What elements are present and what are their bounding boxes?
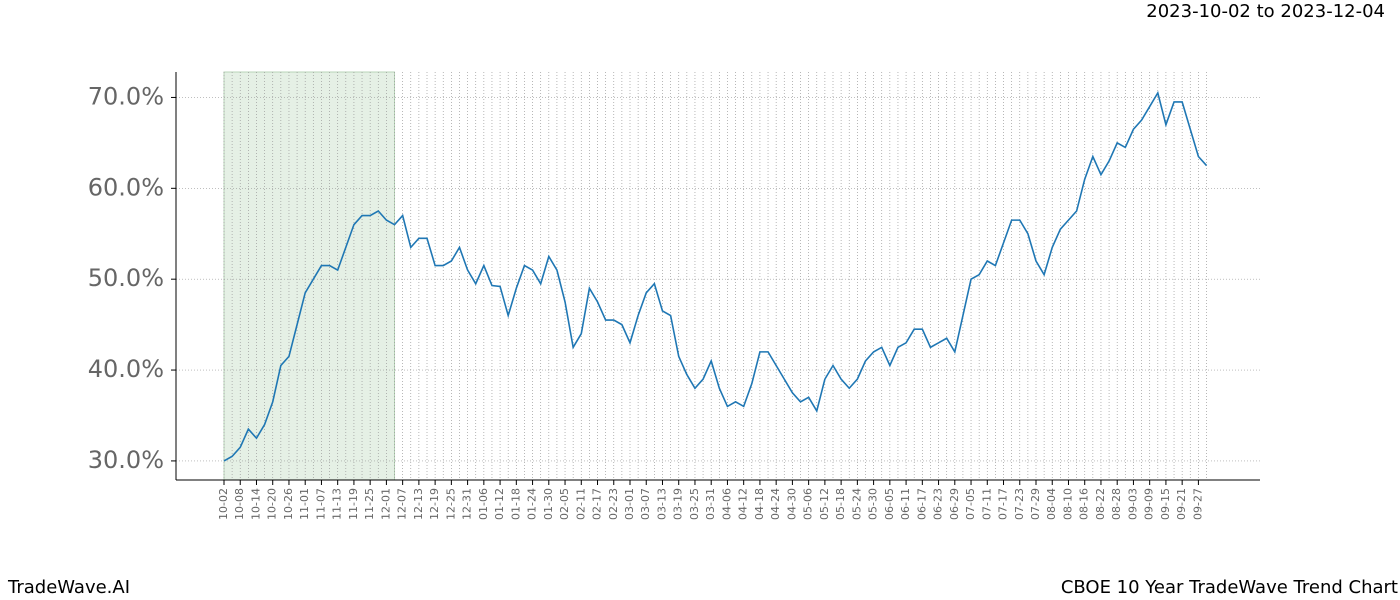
- x-tick-label: 09-03: [1126, 488, 1139, 520]
- y-tick-label: 40.0%: [88, 355, 164, 383]
- x-tick-label: 08-04: [1045, 488, 1058, 520]
- x-tick-label: 10-20: [266, 488, 279, 520]
- x-tick-label: 04-12: [737, 488, 750, 520]
- x-tick-label: 03-25: [688, 488, 701, 520]
- x-tick-label: 12-13: [412, 488, 425, 520]
- x-tick-label: 11-07: [314, 488, 327, 520]
- x-tick-label: 08-28: [1110, 488, 1123, 520]
- x-tick-label: 10-02: [217, 488, 230, 520]
- x-tick-label: 03-07: [639, 488, 652, 520]
- x-tick-label: 06-17: [915, 488, 928, 520]
- x-tick-label: 05-30: [867, 488, 880, 520]
- x-tick-label: 02-05: [558, 488, 571, 520]
- x-tick-label: 05-06: [802, 488, 815, 520]
- x-tick-label: 07-23: [1013, 488, 1026, 520]
- x-tick-label: 01-12: [493, 488, 506, 520]
- x-tick-label: 09-15: [1159, 488, 1172, 520]
- x-tick-label: 07-05: [964, 488, 977, 520]
- x-tick-label: 08-16: [1078, 488, 1091, 520]
- x-tick-label: 03-13: [655, 488, 668, 520]
- x-tick-label: 11-01: [298, 488, 311, 520]
- x-tick-label: 11-13: [331, 488, 344, 520]
- x-tick-label: 12-01: [379, 488, 392, 520]
- x-tick-label: 02-17: [591, 488, 604, 520]
- x-tick-label: 04-24: [769, 488, 782, 520]
- x-tick-label: 10-14: [249, 488, 262, 520]
- x-tick-label: 06-23: [932, 488, 945, 520]
- x-tick-label: 02-11: [574, 488, 587, 520]
- x-tick-label: 12-31: [461, 488, 474, 520]
- x-tick-label: 04-06: [720, 488, 733, 520]
- x-tick-label: 05-24: [850, 488, 863, 520]
- x-tick-label: 09-21: [1175, 488, 1188, 520]
- x-tick-label: 10-26: [282, 488, 295, 520]
- x-tick-label: 02-23: [607, 488, 620, 520]
- x-tick-label: 04-30: [785, 488, 798, 520]
- x-tick-label: 01-06: [477, 488, 490, 520]
- x-tick-label: 09-09: [1143, 488, 1156, 520]
- x-tick-label: 11-25: [363, 488, 376, 520]
- x-tick-label: 01-30: [542, 488, 555, 520]
- y-tick-label: 70.0%: [88, 82, 164, 110]
- x-tick-label: 07-11: [980, 488, 993, 520]
- highlight-region: [223, 71, 396, 481]
- x-tick-label: 12-07: [396, 488, 409, 520]
- footer-left: TradeWave.AI: [7, 577, 130, 598]
- trend-line: [223, 90, 1208, 462]
- x-tick-label: 06-05: [883, 488, 896, 520]
- footer-right: CBOE 10 Year TradeWave Trend Chart: [1061, 577, 1398, 598]
- chart-title: 2023-10-02 to 2023-12-04: [1146, 1, 1385, 22]
- x-tick-label: 09-27: [1191, 488, 1204, 520]
- x-tick-label: 07-29: [1029, 488, 1042, 520]
- x-tick-label: 10-08: [233, 488, 246, 520]
- x-tick-label: 08-10: [1061, 488, 1074, 520]
- x-tick-label: 07-17: [997, 488, 1010, 520]
- x-tick-label: 05-18: [834, 488, 847, 520]
- x-tick-label: 12-19: [428, 488, 441, 520]
- x-tick-label: 11-19: [347, 488, 360, 520]
- x-tick-label: 03-19: [672, 488, 685, 520]
- x-tick-label: 06-11: [899, 488, 912, 520]
- x-tick-label: 01-24: [526, 488, 539, 520]
- x-tick-label: 04-18: [753, 488, 766, 520]
- x-tick-label: 08-22: [1094, 488, 1107, 520]
- x-tick-label: 05-12: [818, 488, 831, 520]
- x-tick-label: 03-01: [623, 488, 636, 520]
- y-tick-label: 60.0%: [88, 173, 164, 201]
- x-tick-label: 01-18: [509, 488, 522, 520]
- y-tick-label: 30.0%: [88, 446, 164, 474]
- x-tick-label: 12-25: [444, 488, 457, 520]
- x-tick-label: 03-31: [704, 488, 717, 520]
- y-tick-label: 50.0%: [88, 264, 164, 292]
- x-tick-label: 06-29: [948, 488, 961, 520]
